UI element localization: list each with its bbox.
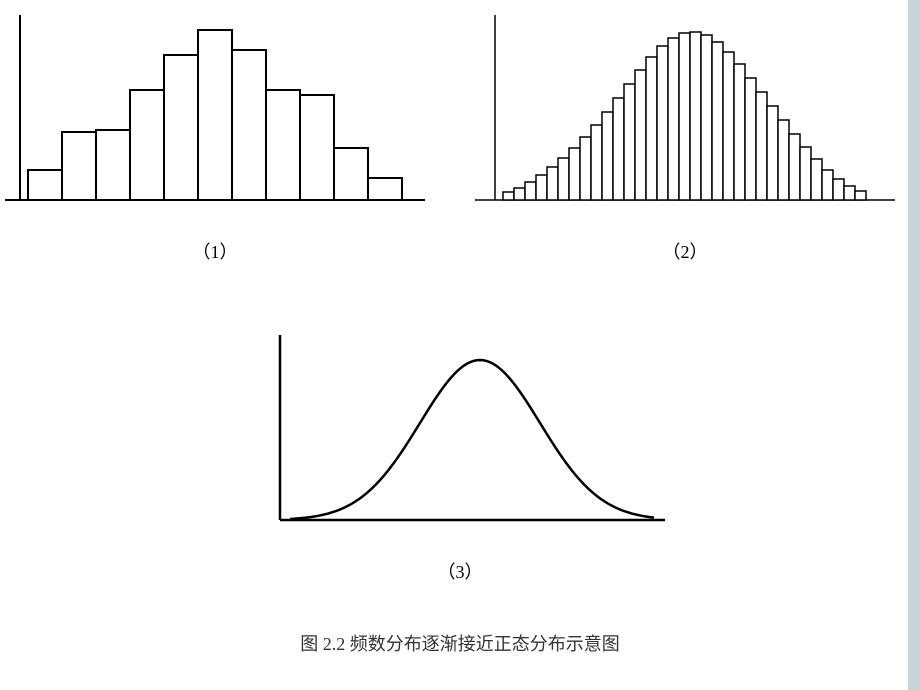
chart2-label: （2） bbox=[475, 238, 895, 264]
figure-caption: 图 2.2 频数分布逐渐接近正态分布示意图 bbox=[0, 630, 920, 656]
chart3-label: （3） bbox=[250, 558, 670, 584]
normal-curve: （3） bbox=[250, 330, 670, 584]
chart1-label: （1） bbox=[5, 238, 425, 264]
chart2-svg bbox=[475, 10, 895, 230]
chart1-svg bbox=[5, 10, 425, 230]
chart3-svg bbox=[250, 330, 670, 550]
slide-edge-decoration bbox=[908, 0, 920, 690]
histogram-fine: （2） bbox=[475, 10, 895, 264]
histogram-coarse: （1） bbox=[5, 10, 425, 264]
